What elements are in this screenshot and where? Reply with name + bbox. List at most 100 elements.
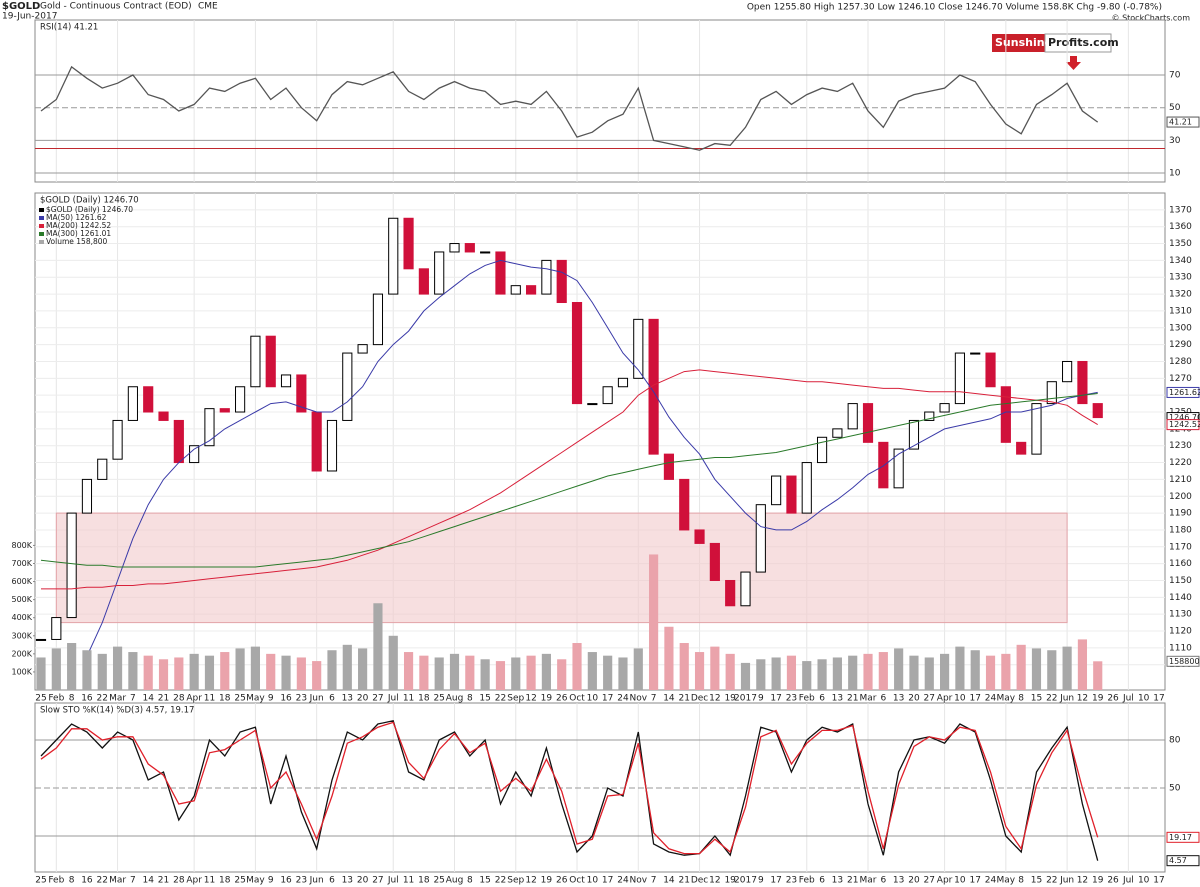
- x-tick-label: Feb: [799, 876, 815, 886]
- x-tick-label: 27: [372, 876, 383, 886]
- candle: [893, 448, 904, 489]
- x-tick-label: Nov: [629, 694, 647, 704]
- candle: [189, 445, 200, 464]
- x-tick-label: 8: [467, 876, 473, 886]
- x-tick-label: Jun: [309, 694, 324, 704]
- y-tick-label: 1360: [1169, 222, 1192, 232]
- candle: [648, 318, 659, 455]
- x-tick-label: 21: [847, 876, 858, 886]
- x-tick-label: 10: [1138, 876, 1150, 886]
- candle: [326, 419, 338, 472]
- x-tick-label: 23: [296, 876, 307, 886]
- volume-bar: [679, 643, 689, 690]
- candle: [1062, 360, 1073, 383]
- x-tick-label: 12: [525, 876, 536, 886]
- candle: [556, 259, 567, 304]
- candle: [1092, 403, 1103, 419]
- line-series: [40, 65, 1099, 151]
- x-tick-label: 17: [770, 876, 781, 886]
- x-tick-label: 21: [158, 694, 169, 704]
- x-tick-label: 26: [556, 876, 568, 886]
- candle: [862, 403, 874, 443]
- y-tick-label: 1220: [1169, 458, 1192, 468]
- x-tick-label: 13: [342, 876, 353, 886]
- x-tick-label: 10: [954, 876, 966, 886]
- candle: [878, 441, 889, 489]
- candle: [143, 386, 154, 413]
- x-tick-label: 25: [234, 876, 245, 886]
- x-tick-label: Mar: [109, 876, 126, 886]
- volume-bar: [266, 653, 276, 690]
- volume-bar: [572, 643, 582, 690]
- credit: © StockCharts.com: [1112, 14, 1191, 23]
- volume-bar: [174, 657, 184, 690]
- x-tick-label: 18: [219, 694, 231, 704]
- x-tick-label: 13: [893, 876, 904, 886]
- x-tick-label: 13: [832, 876, 843, 886]
- y-tick-label: 1190: [1169, 509, 1192, 519]
- x-tick-label: Apr: [186, 876, 202, 886]
- candle: [250, 335, 261, 388]
- x-tick-label: 16: [280, 694, 292, 704]
- x-tick-label: Feb: [799, 694, 815, 704]
- volume-bar: [67, 643, 77, 690]
- candle: [663, 453, 674, 480]
- volume-bar: [710, 646, 720, 690]
- logo-text: Sunshine: [995, 36, 1052, 49]
- moving-average: [41, 369, 1098, 590]
- x-tick-label: Apr: [937, 876, 953, 886]
- candle: [342, 352, 353, 421]
- volume-bar: [143, 655, 153, 690]
- x-tick-label: May: [246, 694, 265, 704]
- x-tick-label: 14: [142, 876, 154, 886]
- y-tick-label: 1370: [1169, 205, 1192, 215]
- volume-bar: [1047, 650, 1057, 690]
- legend-swatch: [39, 208, 44, 212]
- x-tick-label: 22: [495, 694, 506, 704]
- legend-entry: Volume 158,800: [46, 237, 108, 246]
- value-tag: 158800: [1169, 657, 1200, 666]
- y-tick-label: 1140: [1169, 593, 1192, 603]
- candle: [709, 542, 720, 581]
- x-tick-label: 12: [709, 876, 720, 886]
- x-tick-label: 27: [924, 694, 935, 704]
- x-tick-label: 25: [35, 876, 46, 886]
- candle: [832, 428, 843, 438]
- x-tick-label: 21: [158, 876, 169, 886]
- y-tick-label: 1160: [1169, 559, 1192, 569]
- volume-bar: [373, 603, 383, 690]
- x-tick-label: 19: [541, 694, 553, 704]
- volume-bar: [664, 626, 674, 690]
- candle: [510, 285, 521, 295]
- x-tick-label: 14: [663, 694, 675, 704]
- candle: [495, 251, 506, 295]
- legend-entry: MA(50) 1261.62: [46, 213, 107, 222]
- x-tick-label: 17: [770, 694, 781, 704]
- candle: [970, 352, 981, 355]
- volume-bar: [863, 653, 873, 690]
- value-tag: 41.21: [1169, 118, 1192, 127]
- x-tick-label: 23: [786, 876, 797, 886]
- x-tick-label: 28: [173, 876, 185, 886]
- volume-bar: [802, 661, 812, 690]
- y-tick-label: 1330: [1169, 273, 1192, 283]
- x-tick-label: 21: [679, 694, 690, 704]
- x-tick-label: 2017: [734, 694, 757, 704]
- y-tick-label: 1170: [1169, 542, 1192, 552]
- volume-bar: [649, 554, 659, 690]
- x-tick-label: 7: [130, 876, 136, 886]
- volume-bar: [756, 659, 766, 690]
- x-tick-label: 15: [479, 694, 490, 704]
- y-tick-label: 10: [1169, 169, 1181, 179]
- volume-bar: [817, 659, 827, 690]
- candle: [265, 335, 276, 388]
- x-tick-label: Jul: [387, 876, 399, 886]
- candle: [418, 268, 429, 295]
- x-tick-label: 10: [587, 694, 599, 704]
- volume-bar: [403, 652, 414, 690]
- volume-bar: [204, 655, 215, 690]
- candle: [1031, 403, 1042, 455]
- zone: [55, 512, 1068, 624]
